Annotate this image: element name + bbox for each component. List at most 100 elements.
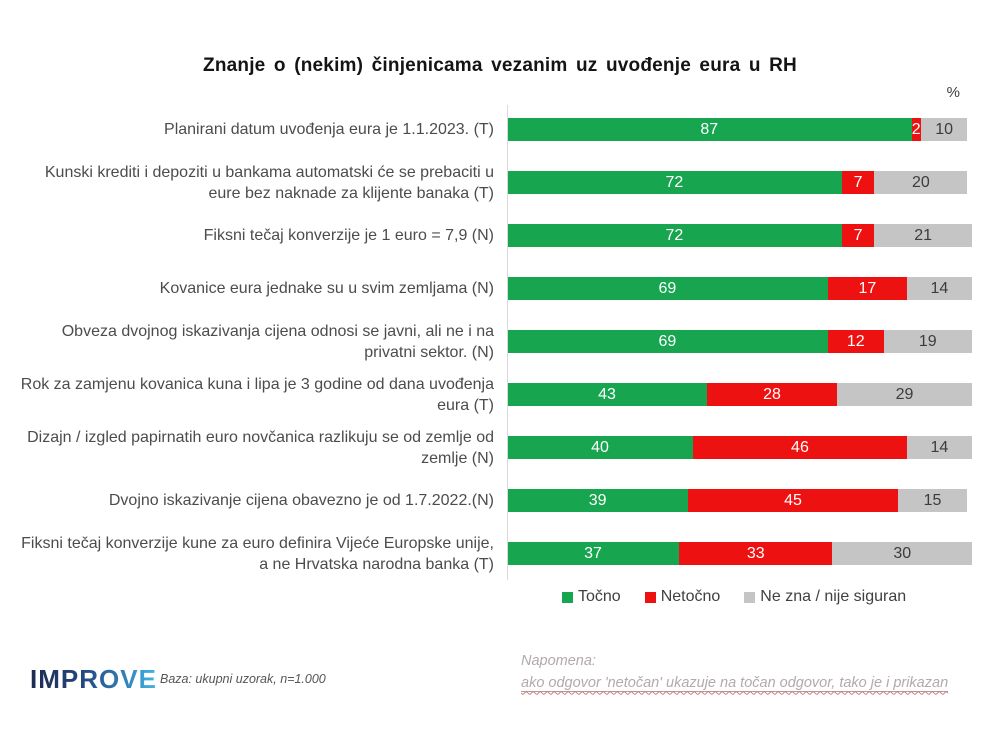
bar-track: 43 28 29: [507, 383, 972, 406]
bar-segment-tocno: 40: [507, 436, 693, 459]
bar-value: 21: [914, 226, 933, 244]
chart-row: Fiksni tečaj konverzije kune za euro def…: [20, 527, 972, 580]
bar-value: 39: [588, 491, 607, 509]
bar-value: 15: [923, 491, 942, 509]
bar-segment-netocno: 12: [827, 330, 884, 353]
bar-value: 14: [930, 279, 949, 297]
footnote-body: ako odgovor 'netočan' ukazuje na točan o…: [521, 675, 949, 693]
improve-logo: IMPROVE: [30, 664, 157, 694]
chart-row: Kunski krediti i depoziti u bankama auto…: [20, 156, 972, 209]
legend-swatch-icon: [644, 591, 656, 603]
bar-track: 39 45 15: [507, 489, 972, 512]
page-title: Znanje o (nekim) činjenicama vezanim uz …: [203, 55, 797, 76]
y-axis-line: [507, 105, 508, 580]
bar-segment-netocno: 45: [688, 489, 898, 512]
row-label: Planirani datum uvođenja eura je 1.1.202…: [164, 121, 494, 138]
footnote-title: Napomena:: [521, 653, 596, 669]
bar-track: 69 12 19: [507, 330, 972, 353]
bar-track: 72 7 21: [507, 224, 972, 247]
bar-segment-tocno: 43: [507, 383, 707, 406]
bar-track: 40 46 14: [507, 436, 972, 459]
bar-value: 43: [598, 385, 616, 403]
bar-value: 46: [791, 438, 809, 456]
legend-item-ne-zna: Ne zna / nije siguran: [744, 588, 906, 606]
bar-segment-tocno: 37: [507, 542, 680, 565]
legend-item-tocno: Točno: [562, 588, 621, 606]
bar-value: 40: [591, 438, 609, 456]
bar-value: 20: [911, 173, 930, 191]
bar-segment-tocno: 72: [507, 224, 842, 247]
bar-segment-ne-zna: 15: [897, 489, 968, 512]
bar-value: 37: [584, 544, 602, 562]
chart-row: Rok za zamjenu kovanica kuna i lipa je 3…: [20, 368, 972, 421]
unit-label: %: [946, 84, 960, 101]
bar-value: 72: [665, 173, 684, 191]
chart-row: Kovanice eura jednake su u svim zemljama…: [20, 262, 972, 315]
row-label: Kovanice eura jednake su u svim zemljama…: [159, 280, 494, 297]
bar-track: 69 17 14: [507, 277, 972, 300]
row-label: Dizajn / izgled papirnatih euro novčanic…: [27, 428, 494, 467]
row-label: Fiksni tečaj konverzije kune za euro def…: [21, 534, 494, 573]
bar-segment-netocno: 7: [841, 224, 875, 247]
bar-segment-netocno: 28: [706, 383, 838, 406]
legend: Točno Netočno Ne zna / nije siguran: [562, 588, 906, 606]
bar-value: 7: [853, 173, 863, 191]
bar-segment-netocno: 7: [841, 171, 875, 194]
row-label: Dvojno iskazivanje cijena obavezno je od…: [108, 492, 494, 509]
bar-segment-netocno: 17: [827, 277, 907, 300]
bar-value: 2: [911, 120, 921, 138]
bar-segment-tocno: 69: [507, 277, 828, 300]
bar-segment-ne-zna: 10: [920, 118, 968, 141]
bar-track: 87 2 10: [507, 118, 972, 141]
bar-segment-ne-zna: 29: [837, 383, 972, 406]
row-label: Obveza dvojnog iskazivanja cijena odnosi…: [61, 322, 494, 361]
chart-row: Planirani datum uvođenja eura je 1.1.202…: [20, 103, 972, 156]
chart-rows: Planirani datum uvođenja eura je 1.1.202…: [20, 103, 972, 580]
bar-value: 28: [763, 385, 781, 403]
footnote: Napomena: ako odgovor 'netočan' ukazuje …: [521, 650, 949, 695]
bar-value: 33: [746, 544, 765, 562]
stacked-bar-chart: Planirani datum uvođenja eura je 1.1.202…: [20, 103, 972, 580]
legend-swatch-icon: [562, 591, 573, 603]
bar-value: 29: [895, 385, 914, 403]
bar-value: 45: [784, 491, 802, 509]
bar-segment-tocno: 72: [507, 171, 842, 194]
chart-row: Dizajn / izgled papirnatih euro novčanic…: [20, 421, 972, 474]
bar-value: 12: [846, 332, 865, 350]
chart-row: Fiksni tečaj konverzije je 1 euro = 7,9 …: [20, 209, 972, 262]
bar-value: 7: [853, 226, 863, 244]
chart-row: Obveza dvojnog iskazivanja cijena odnosi…: [20, 315, 972, 368]
bar-segment-ne-zna: 21: [874, 224, 972, 247]
row-label: Kunski krediti i depoziti u bankama auto…: [44, 163, 494, 202]
row-label: Rok za zamjenu kovanica kuna i lipa je 3…: [20, 375, 494, 414]
legend-label: Netočno: [660, 588, 721, 605]
bar-segment-ne-zna: 14: [906, 277, 972, 300]
bar-segment-netocno: 33: [679, 542, 833, 565]
bar-value: 72: [665, 226, 684, 244]
bar-value: 69: [658, 279, 677, 297]
bar-value: 69: [658, 332, 677, 350]
bar-segment-ne-zna: 30: [832, 542, 972, 565]
bar-value: 10: [935, 120, 953, 138]
chart-row: Dvojno iskazivanje cijena obavezno je od…: [20, 474, 972, 527]
bar-segment-ne-zna: 20: [874, 171, 968, 194]
bar-value: 30: [893, 544, 912, 562]
legend-swatch-icon: [744, 591, 756, 603]
legend-item-netocno: Netočno: [644, 588, 721, 606]
bar-segment-tocno: 87: [507, 118, 912, 141]
legend-label: Ne zna / nije siguran: [760, 588, 907, 605]
bar-segment-tocno: 69: [507, 330, 828, 353]
bar-segment-netocno: 46: [693, 436, 907, 459]
row-label: Fiksni tečaj konverzije je 1 euro = 7,9 …: [203, 227, 494, 244]
bar-segment-ne-zna: 14: [906, 436, 972, 459]
bar-value: 87: [700, 120, 719, 138]
bar-segment-tocno: 39: [507, 489, 689, 512]
bar-track: 37 33 30: [507, 542, 972, 565]
bar-segment-netocno: 2: [911, 118, 921, 141]
bar-segment-ne-zna: 19: [883, 330, 972, 353]
bar-value: 14: [930, 438, 949, 456]
bar-value: 19: [918, 332, 937, 350]
sample-base-note: Baza: ukupni uzorak, n=1.000: [160, 672, 326, 686]
bar-value: 17: [858, 279, 877, 297]
bar-track: 72 7 20: [507, 171, 972, 194]
